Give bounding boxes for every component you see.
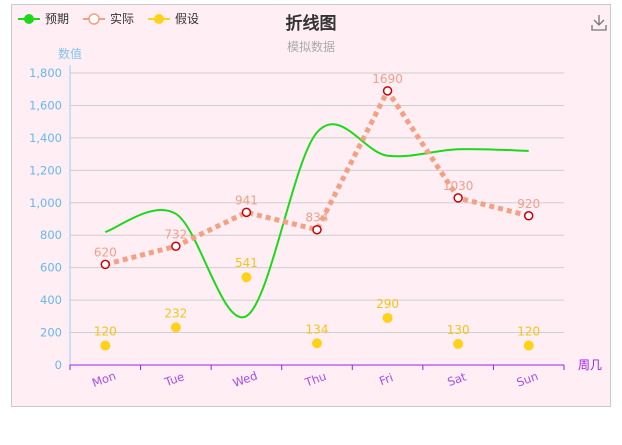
legend-actual-label[interactable]: 实际 (110, 11, 134, 26)
x-tick-label: Mon (90, 369, 118, 390)
actual-data-label: 920 (517, 197, 540, 211)
x-tick-label: Sat (446, 369, 469, 389)
assumed-point (453, 338, 464, 349)
y-tick-label: 1,600 (29, 98, 62, 112)
chart-title: 折线图 (286, 13, 337, 34)
assumed-point (241, 272, 252, 283)
legend-expected-marker[interactable] (24, 14, 34, 24)
legend-assumed-marker[interactable] (154, 14, 164, 24)
actual-point (453, 193, 463, 203)
chart-subtitle: 模拟数据 (287, 39, 335, 54)
actual-data-label: 732 (164, 227, 187, 241)
y-axis-title: 数值 (58, 46, 82, 61)
assumed-data-label: 134 (306, 322, 329, 336)
actual-data-label: 941 (235, 193, 258, 207)
actual-point (312, 224, 322, 235)
y-tick-label: 1,800 (29, 66, 62, 80)
assumed-point (100, 340, 111, 351)
assumed-data-label: 541 (235, 256, 258, 270)
assumed-point (312, 338, 322, 349)
x-tick-label: Thu (302, 369, 328, 390)
y-tick-label: 1,200 (29, 163, 62, 177)
actual-point (241, 207, 252, 218)
assumed-point (170, 322, 181, 333)
y-tick-label: 1,400 (29, 131, 62, 145)
line-chart: 0 200 400 600 800 1,000 1,200 1,400 1,600 1,800 Mo… (18, 11, 607, 390)
x-tick-label: Sun (515, 369, 540, 390)
actual-point (382, 86, 393, 96)
y-tick-label: 600 (40, 261, 62, 275)
legend-actual-marker[interactable] (88, 13, 100, 25)
legend-expected-label[interactable]: 预期 (45, 12, 69, 26)
assumed-data-label: 290 (376, 297, 399, 311)
y-tick-label: 200 (40, 326, 62, 340)
assumed-point (523, 340, 534, 351)
x-tick-label: Fri (377, 370, 395, 388)
actual-point (523, 211, 534, 221)
download-icon[interactable] (591, 15, 607, 31)
actual-data-label: 1690 (372, 72, 403, 86)
legend-assumed-label[interactable]: 假设 (175, 12, 199, 26)
y-tick-label: 400 (40, 293, 62, 307)
y-tick-label: 800 (40, 228, 62, 242)
y-tick-label: 0 (55, 358, 62, 372)
assumed-data-label: 130 (447, 323, 470, 337)
chart-frame: 0 200 400 600 800 1,000 1,200 1,400 1,600 1,800 Mo… (11, 4, 611, 407)
assumed-data-label: 120 (517, 325, 540, 339)
actual-data-label: 1030 (443, 179, 474, 193)
assumed-data-label: 120 (94, 325, 117, 339)
y-tick-label: 1,000 (29, 196, 62, 210)
assumed-data-label: 232 (164, 306, 187, 320)
actual-data-label: 620 (94, 245, 117, 259)
actual-point (171, 241, 181, 252)
assumed-point (382, 312, 393, 323)
x-axis-title: 周几 (578, 358, 602, 372)
actual-data-label: 834 (306, 211, 329, 225)
actual-point (100, 259, 111, 270)
x-tick-label: Wed (231, 368, 259, 390)
series-expected-line (104, 123, 529, 319)
x-tick-label: Tue (162, 369, 186, 389)
